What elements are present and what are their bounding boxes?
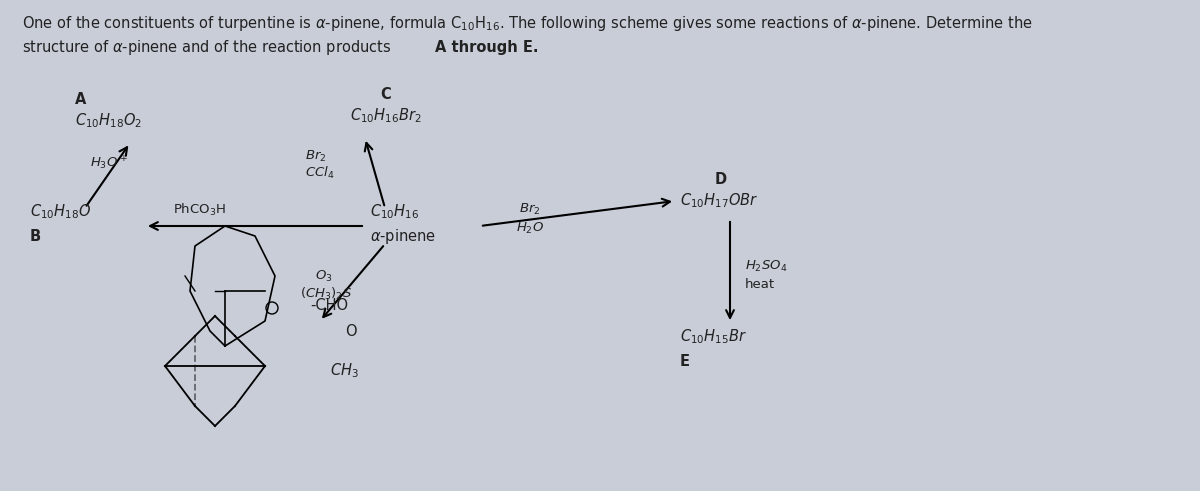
Text: $O_3$: $O_3$ bbox=[314, 269, 332, 283]
Text: $C_{10}H_{18}O$: $C_{10}H_{18}O$ bbox=[30, 203, 91, 221]
Text: A through E.: A through E. bbox=[436, 39, 539, 55]
Text: PhCO$_3$H: PhCO$_3$H bbox=[174, 202, 227, 218]
Text: E: E bbox=[680, 354, 690, 369]
Text: B: B bbox=[30, 228, 41, 244]
Text: $H_2O$: $H_2O$ bbox=[516, 220, 544, 236]
Text: $(CH_3)_2S$: $(CH_3)_2S$ bbox=[300, 286, 352, 302]
Text: C: C bbox=[380, 86, 391, 102]
Text: $CH_3$: $CH_3$ bbox=[330, 362, 359, 381]
Text: A: A bbox=[74, 91, 86, 107]
Text: $Br_2$: $Br_2$ bbox=[520, 201, 541, 217]
Text: One of the constituents of turpentine is $\alpha$-pinene, formula $\mathregular{: One of the constituents of turpentine is… bbox=[22, 13, 1033, 32]
Text: $Br_2$: $Br_2$ bbox=[305, 148, 326, 164]
Text: D: D bbox=[715, 171, 727, 187]
Text: $\alpha$-pinene: $\alpha$-pinene bbox=[370, 226, 436, 246]
Text: O: O bbox=[346, 324, 356, 338]
Text: $CCl_4$: $CCl_4$ bbox=[305, 165, 335, 181]
Text: $H_3O^+$: $H_3O^+$ bbox=[90, 154, 128, 172]
Text: $C_{10}H_{15}Br$: $C_{10}H_{15}Br$ bbox=[680, 327, 746, 346]
Text: -CHO: -CHO bbox=[310, 299, 348, 313]
Text: heat: heat bbox=[745, 277, 775, 291]
Text: $H_2SO_4$: $H_2SO_4$ bbox=[745, 258, 787, 273]
Text: structure of $\alpha$-pinene and of the reaction products: structure of $\alpha$-pinene and of the … bbox=[22, 37, 392, 56]
Text: $C_{10}H_{17}OBr$: $C_{10}H_{17}OBr$ bbox=[680, 191, 758, 210]
Text: $C_{10}H_{18}O_2$: $C_{10}H_{18}O_2$ bbox=[74, 111, 142, 130]
Text: $C_{10}H_{16}Br_2$: $C_{10}H_{16}Br_2$ bbox=[350, 107, 421, 125]
Text: $C_{10}H_{16}$: $C_{10}H_{16}$ bbox=[370, 203, 419, 221]
